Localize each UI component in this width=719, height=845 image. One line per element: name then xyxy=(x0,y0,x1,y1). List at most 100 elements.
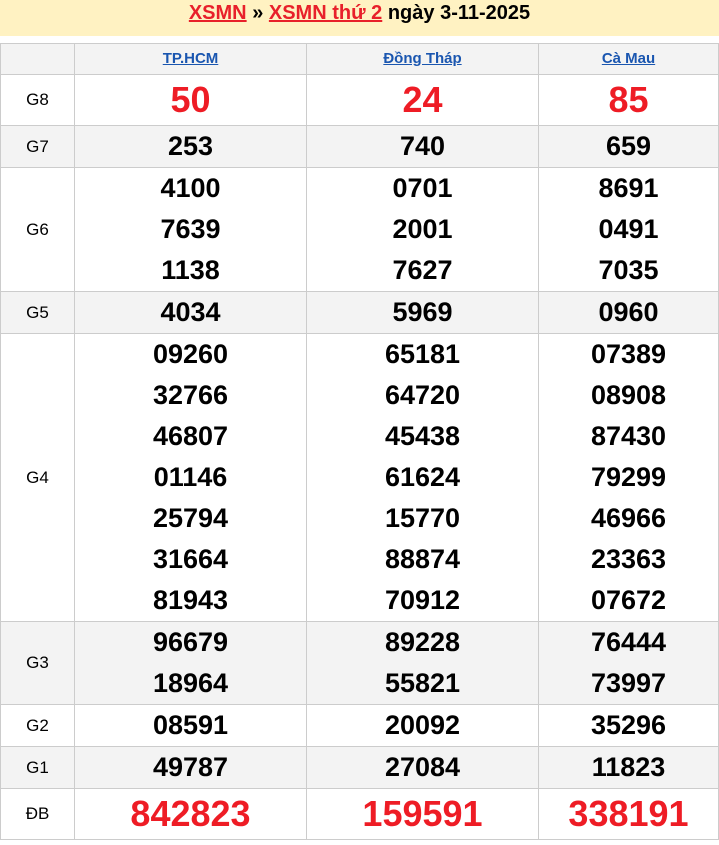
prize-label: G7 xyxy=(0,125,75,168)
result-cell: 8691 0491 7035 xyxy=(538,167,719,292)
result-cell: 89228 55821 xyxy=(306,621,539,705)
result-number: 46966 xyxy=(590,503,667,533)
result-number: 50 xyxy=(170,79,211,120)
result-cell: 842823 xyxy=(74,788,307,840)
prize-label: G3 xyxy=(0,621,75,705)
result-cell: 76444 73997 xyxy=(538,621,719,705)
page-title: XSMN » XSMN thứ 2 ngày 3-11-2025 xyxy=(0,0,719,36)
header-empty xyxy=(0,43,75,75)
result-number: 842823 xyxy=(130,793,251,834)
result-cell: 20092 xyxy=(306,704,539,747)
prize-label: G2 xyxy=(0,704,75,747)
prize-row: G3 96679 18964 89228 55821 76444 73997 xyxy=(0,621,719,705)
result-number: 55821 xyxy=(384,668,461,698)
result-number: 7627 xyxy=(392,255,453,285)
result-number: 7035 xyxy=(598,255,659,285)
prize-label: G1 xyxy=(0,746,75,789)
result-number: 79299 xyxy=(590,462,667,492)
result-number: 96679 xyxy=(152,627,229,657)
result-number: 15770 xyxy=(384,503,461,533)
result-number: 1138 xyxy=(161,255,220,285)
result-number: 76444 xyxy=(590,627,667,657)
date-text: ngày 3-11-2025 xyxy=(387,2,531,24)
result-number: 08908 xyxy=(590,380,667,410)
prize-row: G6 4100 7639 1138 0701 2001 7627 8691 0491 7035 xyxy=(0,167,719,292)
result-number: 11823 xyxy=(591,752,666,782)
result-number: 20092 xyxy=(384,710,461,740)
result-number: 159591 xyxy=(362,793,483,834)
result-cell: 740 xyxy=(306,125,539,168)
result-number: 45438 xyxy=(384,421,461,451)
result-number: 23363 xyxy=(590,544,667,574)
result-number: 49787 xyxy=(152,752,229,782)
result-cell: 253 xyxy=(74,125,307,168)
result-cell: 09260 32766 46807 01146 25794 31664 81943 xyxy=(74,333,307,622)
result-number: 08591 xyxy=(152,710,229,740)
result-cell: 07389 08908 87430 79299 46966 23363 07672 xyxy=(538,333,719,622)
result-number: 0491 xyxy=(598,214,659,244)
result-number: 70912 xyxy=(384,585,461,615)
table-header: TP.HCM Đồng Tháp Cà Mau xyxy=(0,43,719,75)
result-number: 46807 xyxy=(152,421,229,451)
result-number: 35296 xyxy=(590,710,667,740)
result-number: 01146 xyxy=(153,462,228,492)
result-cell: 0960 xyxy=(538,291,719,334)
result-number: 85 xyxy=(608,79,649,120)
result-number: 09260 xyxy=(152,339,229,369)
result-number: 88874 xyxy=(384,544,461,574)
prize-row: G1 49787 27084 11823 xyxy=(0,746,719,789)
result-number: 27084 xyxy=(384,752,461,782)
result-cell: 4034 xyxy=(74,291,307,334)
result-number: 740 xyxy=(399,131,446,161)
prize-row: G2 08591 20092 35296 xyxy=(0,704,719,747)
result-number: 5969 xyxy=(392,297,453,327)
result-number: 18964 xyxy=(152,668,229,698)
prize-row: G4 09260 32766 46807 01146 25794 31664 81943 651… xyxy=(0,333,719,622)
prize-row: ĐB 842823 159591 338191 xyxy=(0,788,719,840)
result-number: 24 xyxy=(402,79,443,120)
result-cell: 85 xyxy=(538,74,719,126)
result-number: 659 xyxy=(605,131,652,161)
result-cell: 49787 xyxy=(74,746,307,789)
result-cell: 4100 7639 1138 xyxy=(74,167,307,292)
result-cell: 27084 xyxy=(306,746,539,789)
xsmn-thu2-link[interactable]: XSMN thứ 2 xyxy=(268,2,383,24)
result-number: 73997 xyxy=(590,668,667,698)
prize-label: ĐB xyxy=(0,788,75,840)
result-cell: 50 xyxy=(74,74,307,126)
result-number: 0701 xyxy=(392,173,453,203)
result-number: 2001 xyxy=(392,214,453,244)
result-number: 65181 xyxy=(384,339,461,369)
result-number: 07389 xyxy=(590,339,667,369)
result-number: 07672 xyxy=(590,585,667,615)
prize-label: G8 xyxy=(0,74,75,126)
result-number: 0960 xyxy=(598,297,659,327)
result-number: 4100 xyxy=(160,173,221,203)
result-number: 61624 xyxy=(384,462,461,492)
province-link-ca-mau[interactable]: Cà Mau xyxy=(601,50,656,67)
province-link-tphcm[interactable]: TP.HCM xyxy=(162,50,219,67)
xsmn-link[interactable]: XSMN xyxy=(188,2,247,24)
result-number: 25794 xyxy=(152,503,229,533)
result-number: 64720 xyxy=(384,380,461,410)
result-number: 32766 xyxy=(152,380,229,410)
breadcrumb-separator: » xyxy=(252,2,264,24)
result-number: 8691 xyxy=(598,173,659,203)
result-number: 338191 xyxy=(568,793,689,834)
province-link-dong-thap[interactable]: Đồng Tháp xyxy=(383,50,462,67)
result-number: 4034 xyxy=(160,297,221,327)
result-cell: 659 xyxy=(538,125,719,168)
result-cell: 159591 xyxy=(306,788,539,840)
result-cell: 08591 xyxy=(74,704,307,747)
result-cell: 24 xyxy=(306,74,539,126)
prize-row: G8 50 24 85 xyxy=(0,74,719,126)
result-number: 87430 xyxy=(590,421,667,451)
prize-row: G5 4034 5969 0960 xyxy=(0,291,719,334)
result-number: 31664 xyxy=(152,544,229,574)
result-cell: 5969 xyxy=(306,291,539,334)
result-cell: 0701 2001 7627 xyxy=(306,167,539,292)
result-number: 7639 xyxy=(160,214,221,244)
prize-label: G6 xyxy=(0,167,75,292)
result-cell: 65181 64720 45438 61624 15770 88874 70912 xyxy=(306,333,539,622)
prize-label: G4 xyxy=(0,333,75,622)
